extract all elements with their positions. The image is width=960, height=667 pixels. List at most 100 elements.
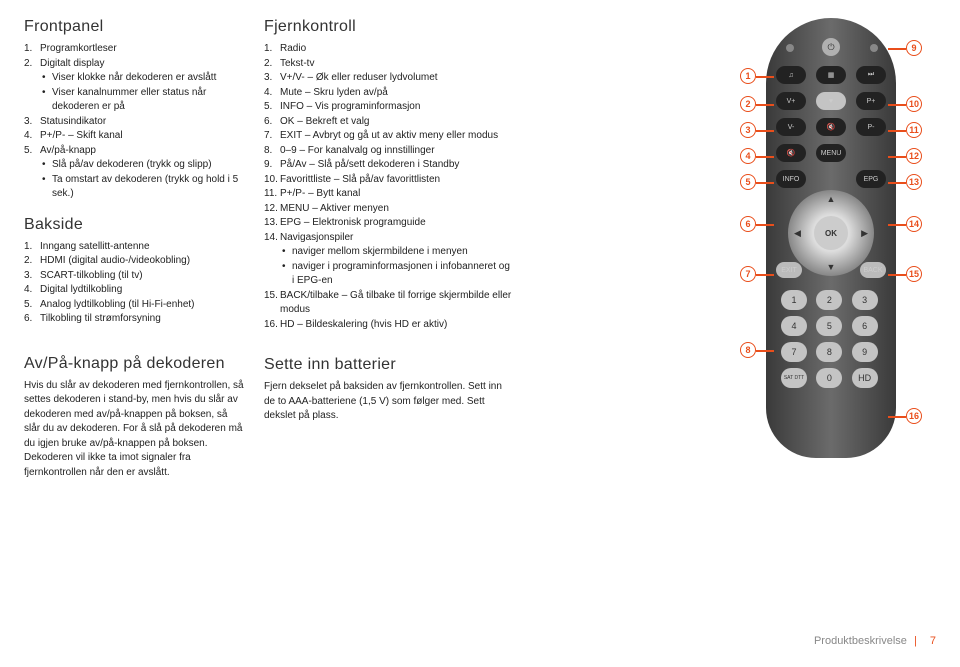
list-item: 11.P+/P- – Bytt kanal (264, 187, 514, 202)
list-item: 8.0–9 – For kanalvalg og innstillinger (264, 144, 514, 159)
remote-button: EPG (856, 170, 886, 188)
footer-sep: | (914, 635, 917, 647)
list-item: 5. INFO – Vis programinformasjon (264, 100, 514, 115)
numpad-key: 2 (816, 290, 842, 310)
callout-line (888, 48, 906, 50)
callout-11: 11 (906, 122, 922, 138)
fjernkontroll-list: 1. Radio 2. Tekst-tv 3. V+/V- – Øk eller redu… (264, 42, 514, 332)
footer-label: Produktbeskrivelse (814, 635, 907, 647)
power-button-icon: ⏻ (822, 38, 840, 56)
list-num: 9. (264, 158, 272, 173)
list-item: 1.Inngang satellitt-antenne (24, 240, 244, 255)
remote-button-row: V+♥P+ (776, 92, 886, 110)
numpad-key: 1 (781, 290, 807, 310)
remote-button: 🔇 (776, 144, 806, 162)
numpad-key: 7 (781, 342, 807, 362)
list-text: 0–9 – For kanalvalg og innstillinger (280, 145, 435, 156)
list-num: 1. (24, 42, 32, 57)
numpad-key: 4 (781, 316, 807, 336)
sub-item: Slå på/av dekoderen (trykk og slipp) (40, 158, 244, 173)
remote-button-label: MENU (821, 150, 842, 157)
bakside-title: Bakside (24, 216, 244, 234)
page-footer: Produktbeskrivelse | 7 (814, 635, 936, 647)
list-text: Radio (280, 43, 306, 54)
remote-button-label: V- (788, 124, 795, 131)
remote-button-row: INFOEPG (776, 170, 886, 188)
list-text: BACK/tilbake – Gå tilbake til forrige sk… (280, 290, 511, 316)
list-text: Tekst-tv (280, 58, 314, 69)
list-item: 1. Radio (264, 42, 514, 57)
remote-button-row: ♫▦⏭ (776, 66, 886, 84)
callout-4: 4 (740, 148, 756, 164)
list-item: 4.P+/P- – Skift kanal (24, 129, 244, 144)
list-num: 11. (264, 187, 277, 202)
list-num: 4. (24, 129, 32, 144)
list-text: Av/på-knapp (40, 145, 96, 156)
callout-line (888, 130, 906, 132)
list-item: 10.Favorittliste – Slå på/av favorittlis… (264, 173, 514, 188)
sub-item: naviger i programinformasjonen i infoban… (280, 260, 514, 289)
remote-button: P- (856, 118, 886, 136)
remote-button-label: ▦ (828, 71, 835, 79)
list-item: 3. V+/V- – Øk eller reduser lydvolumet (264, 71, 514, 86)
list-num: 15. (264, 289, 278, 304)
callout-line (888, 156, 906, 158)
callout-8: 8 (740, 342, 756, 358)
callout-16: 16 (906, 408, 922, 424)
callout-line (888, 224, 906, 226)
list-text: EXIT – Avbryt og gå ut av aktiv meny ell… (280, 130, 498, 141)
list-num: 4. (24, 283, 32, 298)
remote-button-label: BACK (863, 267, 882, 274)
remote-button-label: ♥ (829, 98, 833, 105)
remote-button-label: V+ (787, 98, 796, 105)
list-text: V+/V- – Øk eller reduser lydvolumet (280, 72, 438, 83)
list-text: HDMI (digital audio-/videokobling) (40, 255, 190, 266)
callout-line (756, 76, 774, 78)
list-num: 3. (24, 269, 32, 284)
list-item: 5. Av/på-knapp Slå på/av dekoderen (trykk … (24, 144, 244, 202)
list-text: OK – Bekreft et valg (280, 116, 370, 127)
callout-line (756, 350, 774, 352)
numpad-key: 6 (852, 316, 878, 336)
list-num: 1. (264, 42, 272, 57)
frontpanel-list: 1.Programkortleser2.Digitalt displayVise… (24, 42, 244, 202)
list-text: MENU – Aktiver menyen (280, 203, 389, 214)
numpad-key: 3 (852, 290, 878, 310)
numpad-key: 8 (816, 342, 842, 362)
remote-button-label: 🔇 (787, 149, 796, 157)
callout-line (756, 224, 774, 226)
numpad-key: 5 (816, 316, 842, 336)
remote-button: ♫ (776, 66, 806, 84)
callout-line (888, 416, 906, 418)
list-num: 2. (264, 57, 272, 72)
remote-button: V+ (776, 92, 806, 110)
numpad-key: SAT DTT (781, 368, 807, 388)
callout-line (756, 156, 774, 158)
callout-line (888, 104, 906, 106)
remote-button: 🔇 (816, 118, 846, 136)
list-item: 3. SCART-tilkobling (til tv) (24, 269, 244, 284)
list-text: Tilkobling til strømforsyning (40, 313, 161, 324)
list-num: 5. (264, 100, 272, 115)
list-item: 15.BACK/tilbake – Gå tilbake til forrige… (264, 289, 514, 318)
callout-line (756, 104, 774, 106)
footer-page: 7 (930, 635, 936, 647)
list-text: INFO – Vis programinformasjon (280, 101, 420, 112)
list-item: 4.Mute – Skru lyden av/på (264, 86, 514, 101)
list-num: 3. (264, 71, 272, 86)
remote-button-label: ♫ (788, 72, 793, 79)
sub-list: Viser klokke når dekoderen er avslåttVis… (40, 71, 244, 115)
remote-dot (870, 44, 878, 52)
list-text: Digitalt display (40, 58, 104, 69)
avpa-title: Av/På-knapp på dekoderen (24, 355, 244, 373)
remote-button: ▦ (816, 66, 846, 84)
callout-12: 12 (906, 148, 922, 164)
list-num: 6. (24, 312, 32, 327)
list-item: 13.EPG – Elektronisk programguide (264, 216, 514, 231)
ok-button: OK (814, 216, 848, 250)
list-text: SCART-tilkobling (til tv) (40, 270, 143, 281)
list-item: 14.Navigasjonspilernaviger mellom skjerm… (264, 231, 514, 289)
list-text: EPG – Elektronisk programguide (280, 217, 426, 228)
list-item: 7.EXIT – Avbryt og gå ut av aktiv meny e… (264, 129, 514, 144)
list-num: 5. (24, 144, 32, 159)
